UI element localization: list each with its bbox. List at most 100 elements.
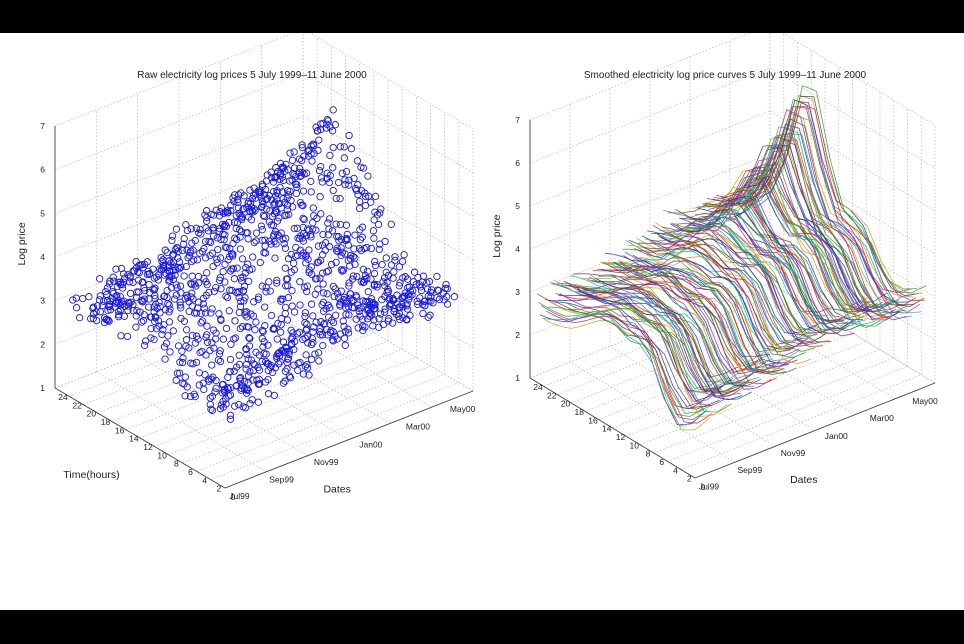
data-point [234,204,243,212]
data-point [254,187,263,195]
data-point [166,272,174,280]
data-point [341,180,349,189]
data-point [208,249,217,257]
data-point [171,271,179,279]
data-point [328,127,337,135]
data-point [237,227,245,236]
data-point [416,281,424,289]
data-point [359,164,368,172]
data-point [69,296,77,304]
data-point [309,140,317,148]
z-axis-label: Log price [491,214,503,257]
data-point [210,211,218,219]
price-curve [554,301,720,409]
data-point [400,251,408,259]
data-point [220,387,228,395]
data-point [287,339,296,348]
data-point [370,269,379,278]
data-point [203,269,211,277]
price-curve [545,298,711,410]
data-point [294,366,302,375]
data-point [356,236,365,244]
data-point [317,162,325,171]
data-point [327,326,335,335]
data-point [373,211,382,219]
data-point [266,287,274,295]
data-point [414,273,422,282]
data-point [176,369,184,377]
data-point [380,308,389,316]
data-point [182,326,191,334]
data-point [294,251,302,259]
floor-grid-x [69,299,318,397]
z-tick-label: 3 [515,287,520,297]
data-point [261,303,269,311]
data-point [317,210,325,218]
y-tick-label: Jul99 [229,491,250,501]
data-point [441,284,450,293]
price-curve [633,247,800,356]
data-point [239,273,247,281]
data-point [282,282,290,290]
data-point [290,308,299,316]
data-point [294,359,302,367]
price-curve [576,288,743,401]
data-point [232,235,241,244]
chart-title: Raw electricity log prices 5 July 1999–1… [137,70,367,81]
data-point [198,317,207,325]
data-point [243,350,251,359]
data-point [100,314,109,322]
data-point [174,342,183,350]
data-point [309,204,317,212]
data-point [231,317,239,325]
data-point [188,331,197,340]
data-point [277,297,285,305]
price-curve [748,112,914,298]
data-point [114,299,122,307]
data-point [219,267,227,276]
data-point [173,244,181,252]
price-curve [571,285,737,393]
data-point [173,369,182,377]
back-wall-left [530,33,770,378]
data-point [403,305,412,313]
data-point [249,208,257,216]
data-point [427,293,435,301]
data-point [319,341,327,350]
y-tick-label: May00 [450,404,476,414]
data-point [361,323,369,331]
data-point [313,258,322,267]
data-point [290,148,298,156]
data-point [89,304,97,312]
data-point [160,321,168,329]
data-point [305,146,313,155]
data-point [337,251,345,260]
data-point [317,174,326,182]
data-point [360,278,368,286]
data-point [165,308,173,316]
data-point [251,361,259,369]
data-point [205,237,213,246]
data-point [251,326,259,334]
data-point [384,285,392,294]
data-point [214,356,223,364]
data-point [126,289,135,298]
data-point [442,280,450,289]
data-point [292,189,301,198]
data-point [203,338,212,346]
data-point [338,267,346,275]
data-point [327,260,336,269]
y-tick-label: Jul99 [699,481,720,491]
data-point [230,335,238,343]
data-point [190,280,199,288]
data-point [306,231,315,239]
data-point [195,298,203,306]
y-axis-label: Dates [790,474,817,486]
data-point [309,219,317,227]
data-point [191,392,199,401]
data-point [89,310,98,318]
price-curve [586,292,752,400]
data-point [346,262,354,270]
data-point [329,318,338,327]
data-point [403,275,412,283]
